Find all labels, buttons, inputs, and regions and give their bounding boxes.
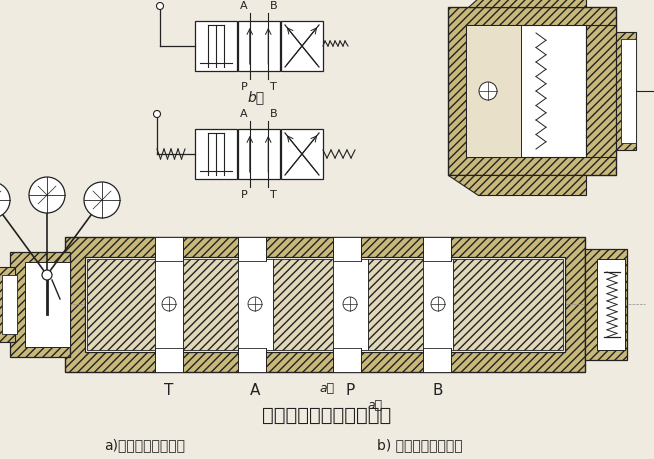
- Text: B: B: [270, 1, 278, 11]
- Bar: [281, 130, 323, 179]
- Text: a）: a）: [319, 381, 335, 394]
- Circle shape: [162, 297, 176, 311]
- Circle shape: [343, 297, 357, 311]
- Text: B: B: [270, 109, 278, 119]
- Bar: [333, 259, 368, 350]
- Bar: [621, 40, 636, 144]
- Bar: [333, 348, 361, 372]
- Bar: [155, 259, 183, 350]
- Text: P: P: [241, 82, 248, 92]
- Text: b) 弹簧钢球定位结构: b) 弹簧钢球定位结构: [377, 437, 463, 451]
- Bar: [423, 259, 453, 350]
- Bar: [466, 26, 586, 157]
- Circle shape: [42, 270, 52, 280]
- Circle shape: [431, 297, 445, 311]
- Text: T: T: [164, 383, 174, 397]
- Bar: [155, 348, 183, 372]
- Bar: [195, 130, 237, 179]
- Text: A: A: [250, 383, 260, 397]
- Text: a）: a）: [368, 398, 383, 412]
- Text: P: P: [345, 383, 354, 397]
- Bar: [368, 259, 423, 350]
- Bar: [65, 237, 585, 372]
- Bar: [238, 22, 280, 72]
- Bar: [238, 348, 266, 372]
- Bar: [466, 26, 521, 157]
- Bar: [183, 259, 238, 350]
- Bar: [273, 259, 333, 350]
- Circle shape: [248, 297, 262, 311]
- Text: P: P: [241, 190, 248, 200]
- Text: 手动换向阀（三位四通）: 手动换向阀（三位四通）: [262, 405, 392, 424]
- Text: A: A: [240, 1, 248, 11]
- Bar: [155, 237, 183, 262]
- Bar: [2, 275, 17, 334]
- Bar: [597, 259, 625, 350]
- Circle shape: [479, 83, 497, 101]
- Bar: [0, 268, 15, 342]
- Text: T: T: [270, 190, 277, 200]
- Polygon shape: [448, 176, 586, 196]
- Bar: [87, 297, 563, 312]
- Bar: [25, 263, 70, 347]
- Bar: [195, 22, 237, 72]
- Bar: [423, 348, 451, 372]
- Bar: [238, 259, 273, 350]
- Text: a)弹簧自动复位结构: a)弹簧自动复位结构: [105, 437, 186, 451]
- Bar: [333, 237, 361, 262]
- Circle shape: [0, 183, 10, 218]
- Bar: [238, 130, 280, 179]
- Circle shape: [84, 183, 120, 218]
- Bar: [281, 22, 323, 72]
- Bar: [616, 33, 636, 151]
- Bar: [85, 257, 565, 352]
- Polygon shape: [468, 0, 586, 8]
- Bar: [586, 26, 616, 157]
- Bar: [585, 249, 627, 360]
- Circle shape: [29, 178, 65, 213]
- Bar: [238, 237, 266, 262]
- Bar: [87, 259, 155, 350]
- Bar: [448, 8, 616, 176]
- Circle shape: [156, 4, 164, 11]
- Text: T: T: [270, 82, 277, 92]
- Bar: [423, 237, 451, 262]
- Circle shape: [154, 111, 160, 118]
- Text: b）: b）: [247, 90, 264, 104]
- Bar: [453, 259, 563, 350]
- Text: A: A: [240, 109, 248, 119]
- Bar: [10, 252, 70, 357]
- Text: B: B: [433, 383, 443, 397]
